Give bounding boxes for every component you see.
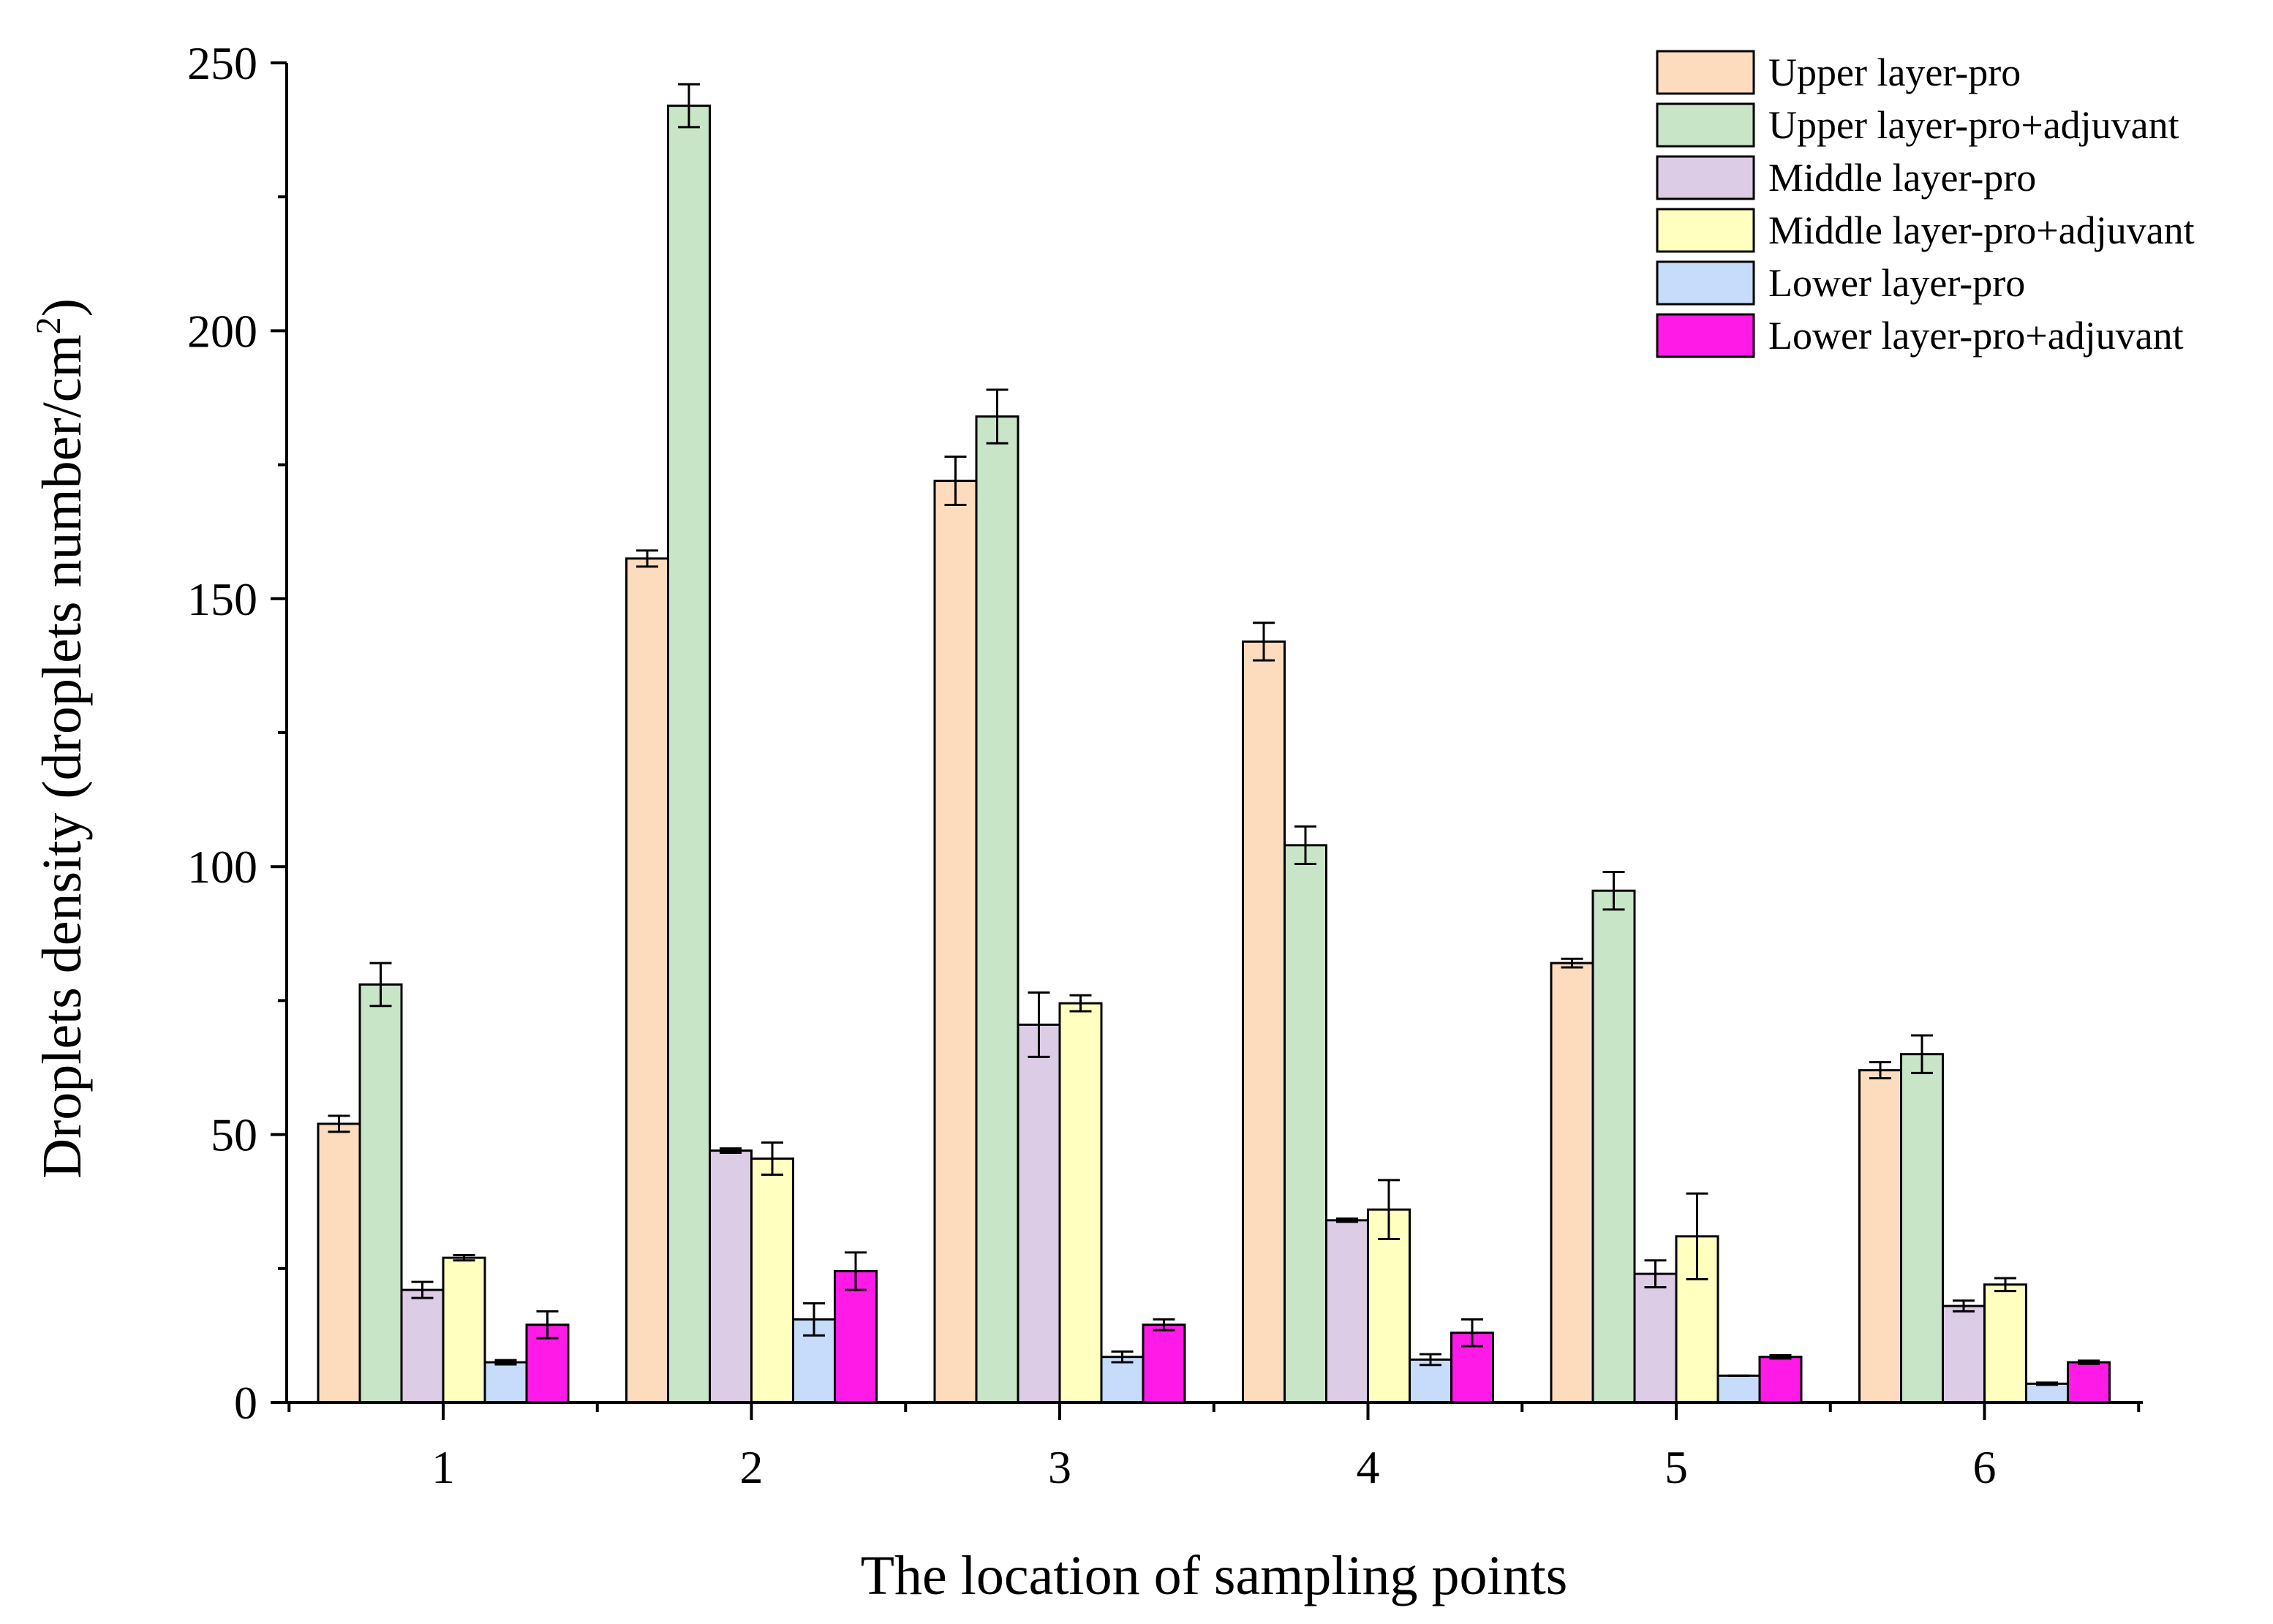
x-tick-label-5: 5 [1665,1441,1688,1493]
legend-swatch-6 [1656,313,1755,358]
legend-label-4: Middle layer-pro+adjuvant [1768,208,2195,252]
bar-s2-c6 [1900,1053,1944,1404]
bar-s4-c1 [442,1256,486,1404]
y-axis-title: Droplets density (droplets number/cm2) [29,298,93,1179]
legend-label-1: Upper layer-pro [1768,50,2021,94]
x-tick-label-1: 1 [431,1441,455,1493]
bar-s1-c2 [625,557,669,1404]
bar-s3-c2 [709,1149,753,1404]
y-tick-label-100: 100 [187,841,257,893]
bar-s3-c4 [1325,1219,1369,1404]
legend-label-5: Lower layer-pro [1768,261,2025,305]
bar-s3-c6 [1942,1304,1986,1404]
bar-s2-c1 [358,983,403,1404]
bar-s5-c5 [1716,1374,1761,1404]
legend-swatch-1 [1656,50,1755,95]
bar-s6-c5 [1758,1356,1803,1404]
bar-s2-c5 [1591,889,1636,1404]
bar-s5-c3 [1100,1356,1145,1404]
bar-s3-c1 [400,1288,445,1404]
bar-s5-c6 [2025,1382,2069,1404]
bar-s5-c1 [483,1361,528,1404]
bar-s1-c5 [1550,962,1594,1404]
legend-label-3: Middle layer-pro [1768,156,2036,200]
bar-s6-c3 [1142,1323,1186,1404]
legend-label-6: Lower layer-pro+adjuvant [1768,314,2184,358]
y-tick-label-250: 250 [187,37,257,89]
legend: Upper layer-pro Upper layer-pro+adjuvant M… [1656,50,2195,358]
bar-s2-c2 [667,105,711,1404]
bar-s3-c5 [1633,1272,1678,1404]
bar-s3-c3 [1017,1023,1061,1404]
x-tick-label-2: 2 [740,1441,764,1493]
bar-s4-c6 [1983,1283,2027,1404]
legend-swatch-4 [1656,208,1755,253]
y-tick-label-150: 150 [187,573,257,625]
legend-label-2: Upper layer-pro+adjuvant [1768,103,2179,147]
y-axis-title-main: Droplets density (droplets number/cm [31,334,93,1179]
legend-swatch-5 [1656,260,1755,306]
x-axis-title: The location of sampling points [861,1545,1568,1606]
y-axis-title-close: ) [31,298,93,317]
bar-s1-c4 [1242,640,1286,1404]
x-tick-label-4: 4 [1357,1441,1380,1493]
bar-s1-c3 [933,480,978,1404]
bar-s4-c3 [1058,1002,1103,1404]
x-tick-label-3: 3 [1048,1441,1071,1493]
y-tick-label-200: 200 [187,305,257,357]
bar-s4-c2 [750,1157,794,1404]
x-tick-label-6: 6 [1973,1441,1997,1493]
bar-s1-c1 [317,1122,361,1404]
legend-swatch-3 [1656,155,1755,200]
y-axis-title-superscript: 2 [29,317,68,334]
axes-layer: 0 50 100 150 200 250 1 2 3 4 5 6 [187,37,2143,1493]
bar-s2-c3 [975,415,1019,1404]
bar-s2-c4 [1283,844,1327,1404]
bar-s1-c6 [1858,1069,1902,1404]
bar-s6-c6 [2067,1361,2111,1404]
y-tick-label-50: 50 [211,1109,257,1161]
y-tick-label-0: 0 [234,1377,257,1429]
error-bars-layer [328,83,2100,1386]
legend-swatch-2 [1656,102,1755,148]
